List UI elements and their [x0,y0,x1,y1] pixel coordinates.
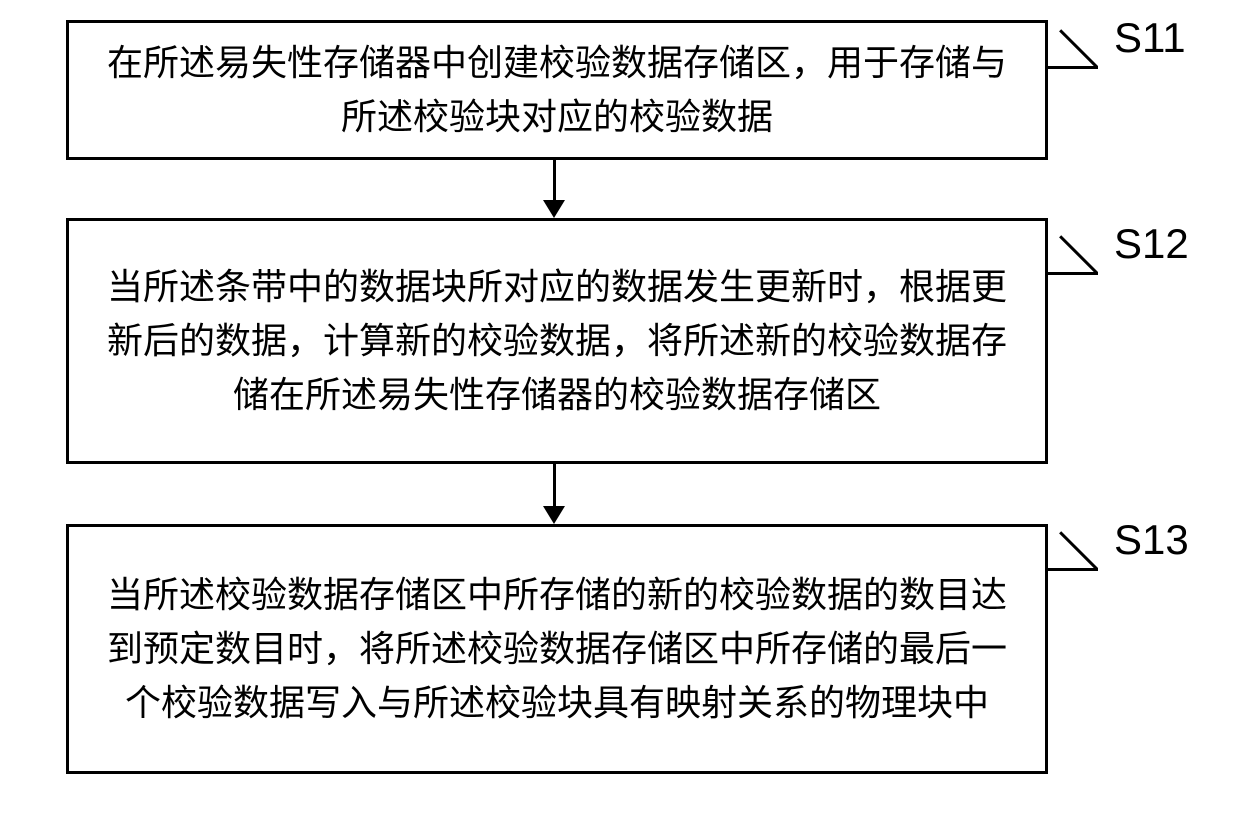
connector-s13-horiz [1048,568,1098,571]
step-2-text: 当所述条带中的数据块所对应的数据发生更新时，根据更新后的数据，计算新的校验数据，… [97,260,1017,422]
flowchart-step-3: 当所述校验数据存储区中所存储的新的校验数据的数目达到预定数目时，将所述校验数据存… [66,524,1048,774]
connector-s12-horiz [1048,272,1098,275]
flowchart-step-2: 当所述条带中的数据块所对应的数据发生更新时，根据更新后的数据，计算新的校验数据，… [66,218,1048,464]
connector-s11-diag [1059,29,1098,68]
flowchart-step-1: 在所述易失性存储器中创建校验数据存储区，用于存储与所述校验块对应的校验数据 [66,20,1048,160]
arrow-2-3 [543,464,565,524]
connector-s12-diag [1059,235,1098,274]
connector-s11-horiz [1048,66,1098,69]
label-s12: S12 [1114,220,1189,268]
connector-s13-diag [1059,531,1098,570]
step-3-text: 当所述校验数据存储区中所存储的新的校验数据的数目达到预定数目时，将所述校验数据存… [97,568,1017,730]
arrow-1-2 [543,160,565,218]
step-1-text: 在所述易失性存储器中创建校验数据存储区，用于存储与所述校验块对应的校验数据 [97,36,1017,144]
label-s11: S11 [1114,14,1186,62]
label-s13: S13 [1114,516,1189,564]
